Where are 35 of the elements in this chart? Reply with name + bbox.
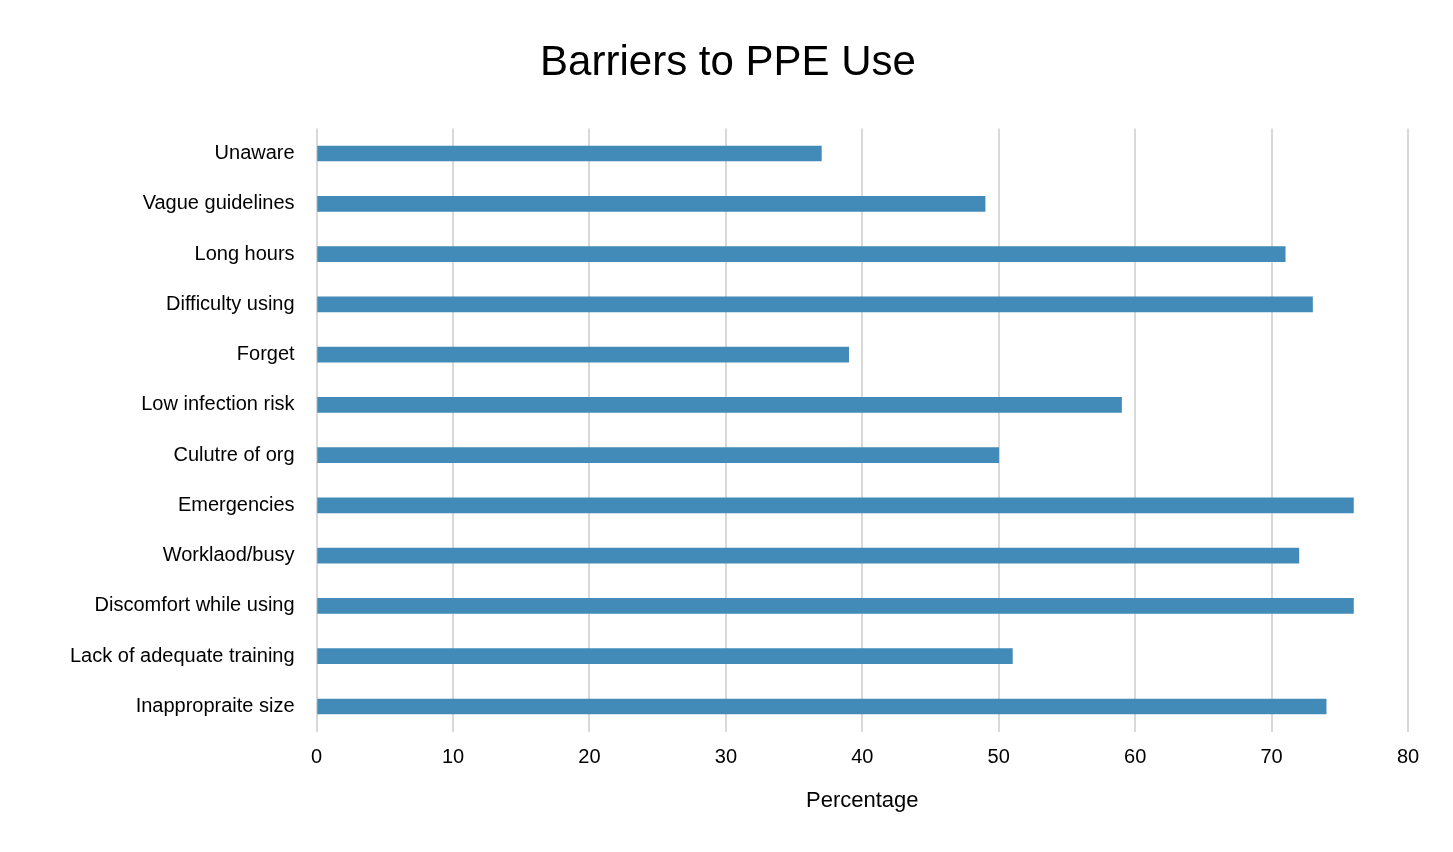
x-tick-label: 0 (311, 745, 323, 768)
bar (317, 346, 849, 363)
x-tick-label: 10 (441, 745, 465, 768)
y-tick-label: Forget (236, 342, 296, 365)
y-tick-label: Lack of adequate training (70, 643, 295, 666)
x-tick-label: 70 (1260, 745, 1283, 768)
bar (317, 145, 822, 162)
x-tick-label: 80 (1396, 745, 1420, 768)
y-tick-label: Vague guidelines (142, 191, 295, 214)
y-tick-label: Emergencies (177, 492, 295, 515)
x-tick-label: 50 (987, 745, 1010, 768)
y-tick-label: Unaware (214, 141, 295, 164)
x-tick-label: 30 (714, 745, 738, 768)
bar (317, 497, 1354, 514)
y-tick-label: Difficulty using (166, 291, 295, 314)
bar (317, 296, 1313, 313)
bar (317, 397, 1122, 413)
y-tick-label: Inappropraite size (135, 693, 295, 716)
y-tick-label: Long hours (194, 241, 295, 264)
bar (317, 547, 1300, 564)
y-tick-label: Worklaod/busy (162, 543, 295, 566)
bar (317, 246, 1286, 262)
bar (317, 195, 986, 212)
y-tick-label: Discomfort while using (94, 593, 295, 616)
y-tick-label: Low infection risk (141, 392, 296, 415)
x-tick-label: 40 (851, 745, 874, 768)
bar (317, 447, 1000, 463)
chart-title: Barriers to PPE Use (540, 36, 916, 84)
bar (317, 598, 1354, 614)
x-tick-label: 20 (578, 745, 601, 768)
x-tick-label: 60 (1124, 745, 1147, 768)
y-tick-label: Culutre of org (173, 442, 295, 465)
bar (317, 648, 1013, 665)
x-axis-title: Percentage (806, 786, 919, 812)
bar (317, 698, 1327, 715)
